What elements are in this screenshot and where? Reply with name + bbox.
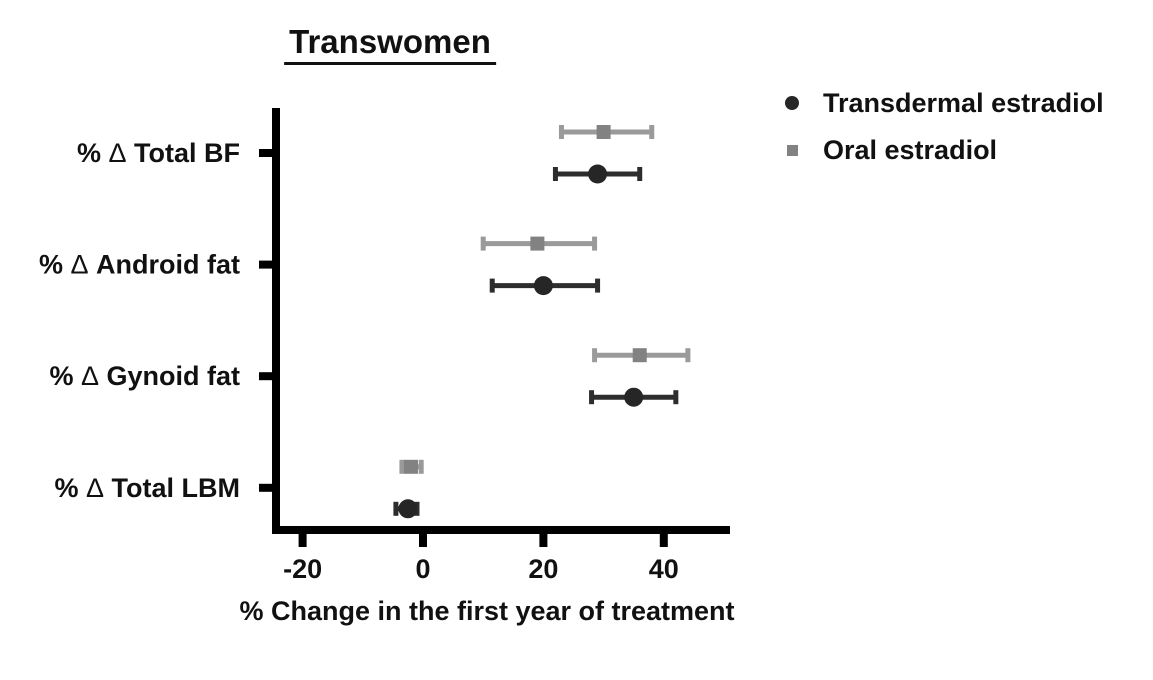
legend-marker-box bbox=[785, 96, 799, 110]
x-tick-mark bbox=[539, 534, 548, 547]
data-point-circle bbox=[624, 387, 644, 407]
y-axis-spine bbox=[272, 108, 280, 534]
x-tick-label: 0 bbox=[415, 554, 430, 584]
data-point-square bbox=[530, 236, 545, 251]
x-tick-mark bbox=[659, 534, 668, 547]
data-point-square bbox=[403, 459, 418, 474]
data-point-circle bbox=[533, 276, 553, 296]
chart-title: Transwomen bbox=[284, 25, 496, 65]
legend: Transdermal estradiol Oral estradiol bbox=[785, 88, 1104, 165]
square-marker-icon bbox=[786, 144, 798, 156]
y-tick-mark bbox=[259, 483, 272, 492]
y-tick-mark bbox=[259, 149, 272, 157]
legend-marker-box bbox=[785, 144, 799, 156]
x-tick-label: 20 bbox=[528, 554, 558, 584]
circle-marker-icon bbox=[785, 96, 799, 110]
y-tick-mark bbox=[259, 372, 272, 381]
x-tick-label: -20 bbox=[283, 554, 322, 584]
legend-label-oral: Oral estradiol bbox=[823, 134, 998, 165]
x-axis-line bbox=[272, 526, 730, 534]
legend-item-transdermal-estradiol: Transdermal estradiol bbox=[785, 88, 1104, 118]
x-tick-mark bbox=[298, 534, 307, 547]
data-point-square bbox=[632, 348, 647, 363]
category-label: % Δ Gynoid fat bbox=[49, 361, 240, 391]
legend-label-transdermal: Transdermal estradiol bbox=[823, 87, 1104, 118]
data-point-square bbox=[596, 125, 611, 139]
data-point-circle bbox=[398, 499, 418, 519]
category-label: % Δ Total BF bbox=[77, 138, 240, 168]
category-label: % Δ Android fat bbox=[39, 250, 240, 280]
data-point-circle bbox=[588, 164, 608, 184]
y-tick-mark bbox=[259, 260, 272, 269]
x-tick-mark bbox=[419, 534, 427, 547]
legend-item-oral-estradiol: Oral estradiol bbox=[785, 135, 1104, 165]
x-axis-label: % Change in the first year of treatment bbox=[239, 596, 735, 626]
x-tick-label: 40 bbox=[649, 554, 679, 584]
category-label: % Δ Total LBM bbox=[54, 473, 240, 503]
